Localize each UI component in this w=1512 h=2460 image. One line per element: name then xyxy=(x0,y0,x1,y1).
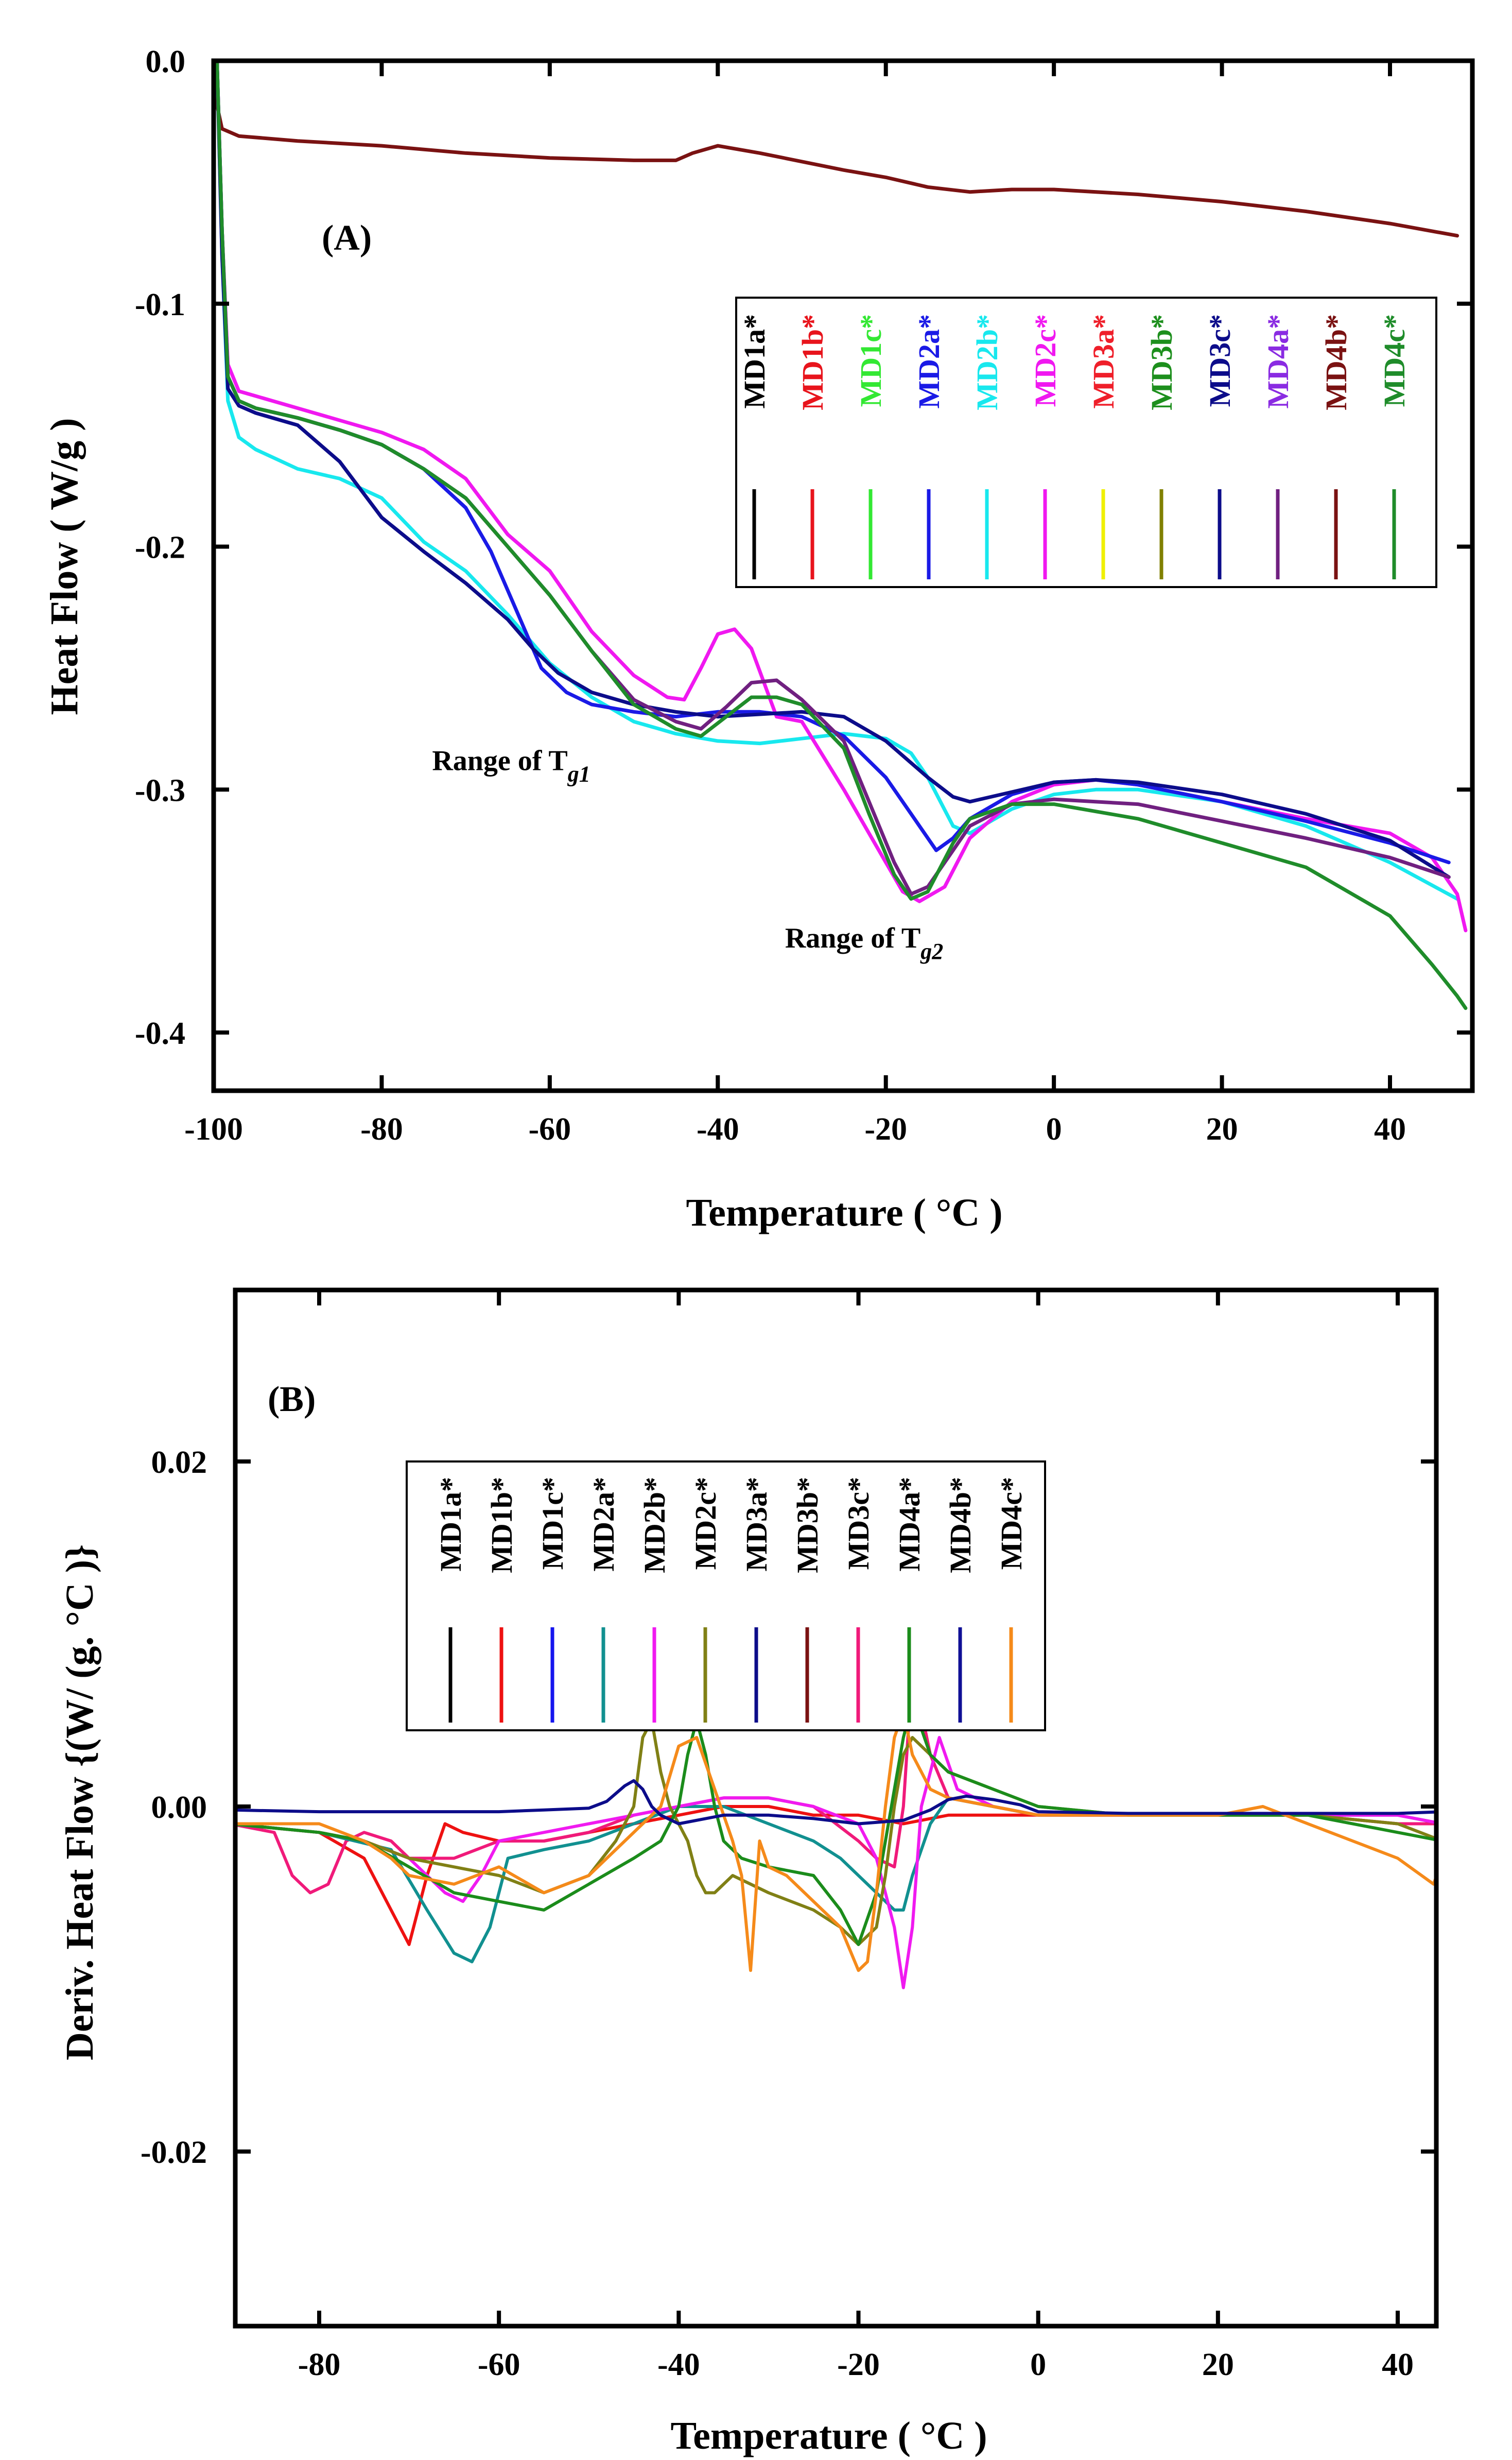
tg-annotation: Range of Tg2 xyxy=(785,922,943,964)
panel-a-series-line-md4c xyxy=(215,61,1468,1010)
y-tick-label: -0.4 xyxy=(135,1016,185,1051)
legend-label: MD1c* xyxy=(536,1477,569,1570)
panel-a-legend: MD1a* MD1b* MD1c* MD2a* MD2b* MD2c* MD3a* MD3b*… xyxy=(735,297,1437,588)
panel-b-series-line-md2c xyxy=(235,1718,1436,1946)
panel-b-y-ticks: 0.02 0.00 -0.02 xyxy=(141,1445,1436,2170)
panel-b-x-ticks: -80 -60 -40 -20 0 20 40 xyxy=(298,1290,1414,2382)
panel-b-series-group xyxy=(235,1667,1436,1989)
legend-label: MD4b* xyxy=(944,1477,977,1573)
panel-b-legend-entries: MD1a* MD1b* MD1c* MD2a* MD2b* MD2c* MD3a* MD3b*… xyxy=(434,1477,1028,1723)
x-tick-label: -20 xyxy=(837,2347,880,2382)
legend-label: MD2c* xyxy=(689,1477,722,1570)
legend-label: MD1a* xyxy=(434,1477,467,1572)
legend-label: MD2b* xyxy=(970,314,1004,410)
x-tick-label: -60 xyxy=(529,1112,571,1147)
legend-label: MD4c* xyxy=(1378,314,1411,407)
y-tick-label: 0.02 xyxy=(151,1445,207,1480)
legend-label: MD4c* xyxy=(995,1477,1028,1570)
panel-b-y-axis-title: Deriv. Heat Flow {(W/ (g. °C )} xyxy=(58,1544,101,2060)
panel-b-legend: MD1a* MD1b* MD1c* MD2a* MD2b* MD2c* MD3a* MD3b*… xyxy=(406,1460,1046,1731)
legend-label: MD4b* xyxy=(1319,314,1353,410)
legend-label: MD4a* xyxy=(1261,314,1295,409)
tg-annotation: Range of Tg1 xyxy=(432,745,590,787)
panel-b-legend-box xyxy=(406,1460,1046,1731)
tg-annotation-subscript: g2 xyxy=(920,939,943,964)
panel-a-label: (A) xyxy=(322,218,372,258)
x-tick-label: -60 xyxy=(478,2347,520,2382)
panel-a-y-axis-title: Heat Flow ( W/g ) xyxy=(43,418,86,715)
legend-label: MD4a* xyxy=(893,1477,926,1572)
legend-label: MD3b* xyxy=(1145,314,1178,410)
legend-label: MD3c* xyxy=(842,1477,875,1570)
panel-a-series-group xyxy=(214,61,1468,1010)
legend-label: MD1b* xyxy=(796,314,829,410)
panel-a-series-line-md3c xyxy=(215,61,1451,879)
panel-b-label: (B) xyxy=(268,1380,316,1419)
legend-label: MD3c* xyxy=(1203,314,1237,407)
panel-a-x-ticks: -100 -80 -60 -40 -20 0 20 40 xyxy=(184,61,1406,1147)
panel-a-series-line-md4b xyxy=(214,71,1459,238)
legend-label: MD1c* xyxy=(854,314,888,407)
tg-annotation-subscript: g1 xyxy=(567,762,590,787)
x-tick-label: 0 xyxy=(1046,1112,1062,1147)
panel-a-legend-entries: MD1a* MD1b* MD1c* MD2a* MD2b* MD2c* MD3a* MD3b*… xyxy=(738,314,1411,579)
legend-label: MD2b* xyxy=(638,1477,671,1573)
panel-a-x-axis-title: Temperature ( °C ) xyxy=(686,1191,1002,1234)
y-tick-label: -0.02 xyxy=(141,2135,207,2170)
legend-label: MD3a* xyxy=(1087,314,1120,409)
legend-label: MD1a* xyxy=(738,314,771,409)
x-tick-label: -40 xyxy=(657,2347,700,2382)
legend-label: MD3b* xyxy=(791,1477,824,1573)
x-tick-label: -20 xyxy=(864,1112,907,1147)
y-tick-label: -0.1 xyxy=(135,287,185,322)
panel-a-plot-frame xyxy=(211,58,1475,1093)
x-tick-label: -80 xyxy=(298,2347,341,2382)
x-tick-label: -40 xyxy=(697,1112,739,1147)
panel-a-annotations: Range of Tg1 Range of Tg2 xyxy=(432,745,943,964)
x-tick-label: 0 xyxy=(1030,2347,1046,2382)
panel-a-series-line-md2b xyxy=(215,61,1459,901)
x-tick-label: 20 xyxy=(1206,1112,1238,1147)
legend-label: MD1b* xyxy=(485,1477,518,1573)
legend-label: MD3a* xyxy=(740,1477,773,1572)
panel-a-chart: -100 -80 -60 -40 -20 0 20 40 0.0 -0.1 -0.2 -0.3 -0.… xyxy=(43,44,1475,1234)
legend-label: MD2a* xyxy=(912,314,946,409)
y-tick-label: 0.0 xyxy=(146,44,186,79)
y-tick-label: 0.00 xyxy=(151,1790,207,1825)
panel-b-series-line-md3a xyxy=(235,1779,1436,1826)
y-tick-label: -0.2 xyxy=(135,530,185,565)
panel-b-series-line-md4c xyxy=(235,1710,1436,1972)
legend-label: MD2a* xyxy=(587,1477,620,1572)
x-tick-label: -80 xyxy=(360,1112,403,1147)
panel-b-series-line-md2b xyxy=(235,1736,1436,1989)
panel-a-y-ticks: 0.0 -0.1 -0.2 -0.3 -0.4 xyxy=(135,44,1472,1051)
x-tick-label: 40 xyxy=(1374,1112,1406,1147)
x-tick-label: 20 xyxy=(1202,2347,1234,2382)
y-tick-label: -0.3 xyxy=(135,773,185,808)
x-tick-label: -100 xyxy=(184,1112,243,1147)
legend-label: MD2c* xyxy=(1029,314,1062,407)
panel-a-legend-box xyxy=(735,297,1437,588)
panel-b-chart: -80 -60 -40 -20 0 20 40 0.02 0.00 -0.02 (B) Temp… xyxy=(58,1287,1439,2457)
panel-b-x-axis-title: Temperature ( °C ) xyxy=(670,2414,987,2457)
x-tick-label: 40 xyxy=(1382,2347,1414,2382)
